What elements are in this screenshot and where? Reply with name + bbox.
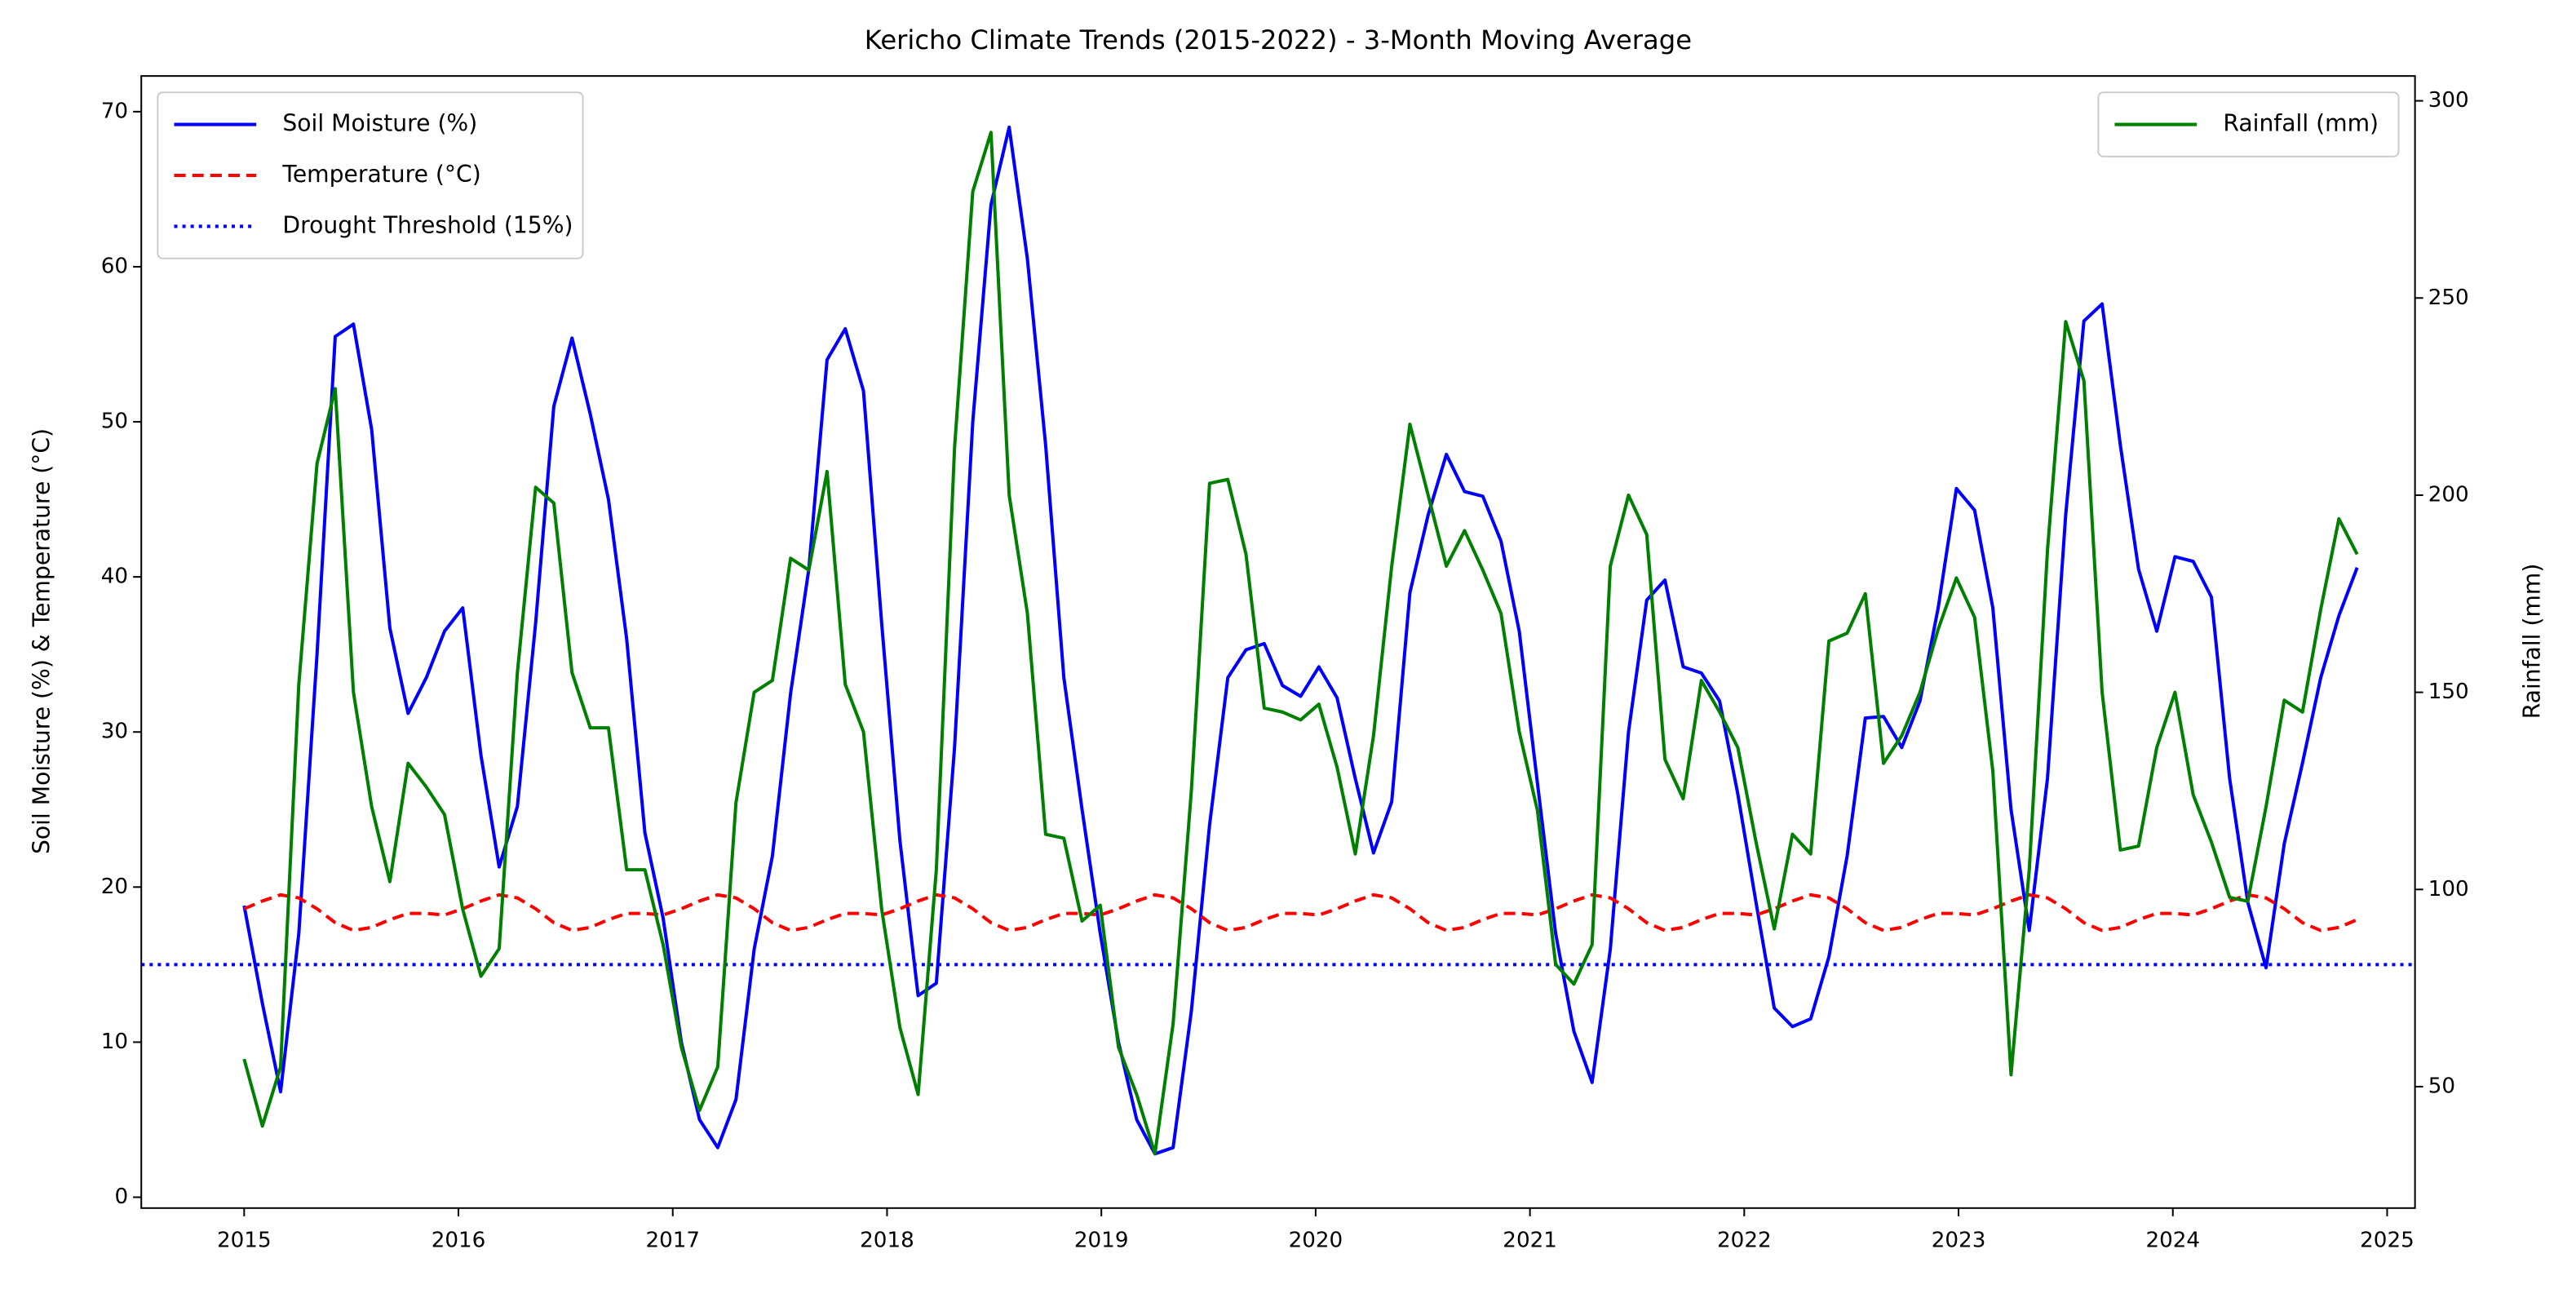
x-tick-label: 2015 [217,1229,272,1253]
x-tick-label: 2019 [1074,1229,1129,1253]
y-tick-label: 10 [101,1030,128,1054]
x-tick-label: 2021 [1503,1229,1557,1253]
x-tick-label: 2022 [1717,1229,1772,1253]
y-tick-label: 0 [114,1185,128,1209]
chart-title: Kericho Climate Trends (2015-2022) - 3-M… [865,24,1692,55]
x-tick-label: 2018 [860,1229,914,1253]
y-tick-label: 60 [101,254,128,278]
legend-box [2097,91,2400,157]
y2-tick-label: 300 [2428,88,2469,113]
y2-tick-label: 150 [2428,680,2469,704]
legend-label: Drought Threshold (15%) [282,211,573,238]
y-tick-label: 40 [101,565,128,589]
y-tick-label: 50 [101,410,128,434]
x-tick-label: 2020 [1289,1229,1343,1253]
plot-frame [140,75,2416,1209]
legend-label: Temperature (°C) [281,161,480,188]
x-tick-label: 2023 [1932,1229,1986,1253]
legend: Rainfall (mm) [2097,91,2400,157]
x-tick-label: 2017 [645,1229,700,1253]
y2-tick-label: 50 [2428,1074,2455,1098]
y2-tick-label: 250 [2428,286,2469,310]
series-line [242,131,2359,1156]
y-tick-label: 20 [101,875,128,899]
x-tick-label: 2025 [2360,1229,2414,1253]
y2-tick-label: 100 [2428,877,2469,901]
series-line [242,125,2359,1156]
y2-tick-label: 200 [2428,482,2469,507]
series-line [243,893,2358,932]
y2-axis-label: Rainfall (mm) [2519,564,2546,720]
legend: Soil Moisture (%) Temperature (°C) Drought… [157,91,584,259]
x-tick-label: 2016 [432,1229,486,1253]
x-tick-label: 2024 [2145,1229,2200,1253]
y-tick-label: 70 [101,99,128,123]
y-axis-label: Soil Moisture (%) & Temperature (°C) [28,428,55,854]
legend-label: Soil Moisture (%) [282,110,477,137]
legend-label: Rainfall (mm) [2223,110,2379,137]
legend-box [157,91,584,259]
y-tick-label: 30 [101,720,128,744]
